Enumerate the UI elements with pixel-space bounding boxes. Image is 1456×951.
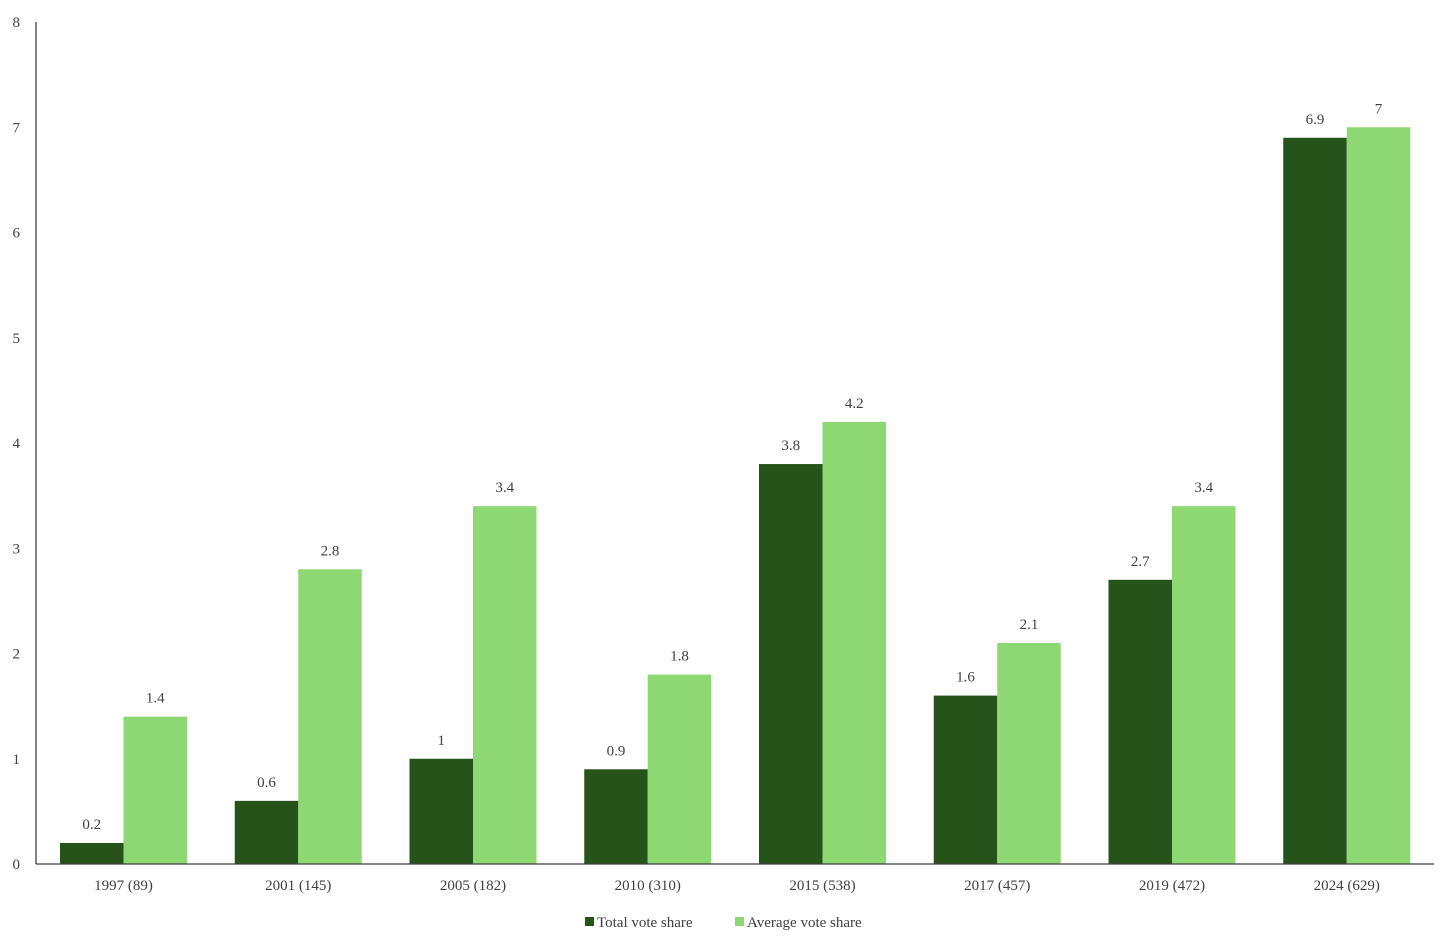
bar-average-6 xyxy=(1172,506,1236,864)
bar-total-4 xyxy=(759,464,823,864)
data-label: 7 xyxy=(1375,101,1383,117)
data-label: 2.7 xyxy=(1131,554,1150,570)
bar-total-2 xyxy=(409,758,473,864)
bar-average-7 xyxy=(1346,127,1411,864)
y-tick-label: 4 xyxy=(13,436,21,452)
y-tick-label: 6 xyxy=(13,226,21,242)
data-label: 1 xyxy=(438,733,446,749)
x-tick-label: 2017 (457) xyxy=(964,878,1030,894)
legend-label: Average vote share xyxy=(747,915,862,931)
bar-average-5 xyxy=(997,642,1061,864)
y-tick-label: 3 xyxy=(13,541,21,557)
legend-swatch xyxy=(735,917,744,926)
bar-total-6 xyxy=(1108,579,1172,864)
data-label: 4.2 xyxy=(845,396,864,412)
data-label: 0.6 xyxy=(257,775,276,791)
y-tick-label: 8 xyxy=(13,15,21,31)
x-axis-ticks: 1997 (89) 2001 (145) 2005 (182) 2010 (310) 2… xyxy=(94,878,1380,894)
data-label: 0.9 xyxy=(607,743,626,759)
data-label: 1.4 xyxy=(146,691,165,707)
data-label: 0.2 xyxy=(82,817,101,833)
bar-average-4 xyxy=(822,421,886,864)
bars xyxy=(60,127,1411,864)
y-tick-label: 5 xyxy=(13,331,21,347)
y-tick-label: 0 xyxy=(13,857,21,873)
data-label: 3.4 xyxy=(1194,480,1213,496)
bar-total-5 xyxy=(933,695,998,864)
bar-total-0 xyxy=(60,842,124,864)
bar-total-7 xyxy=(1283,137,1347,864)
x-tick-label: 2001 (145) xyxy=(265,878,331,894)
y-tick-label: 2 xyxy=(13,647,21,663)
data-label: 6.9 xyxy=(1306,112,1325,128)
data-label: 1.8 xyxy=(670,649,689,665)
legend: Total vote share Average vote share xyxy=(585,915,862,931)
bar-average-1 xyxy=(298,569,362,864)
y-tick-label: 7 xyxy=(13,120,21,136)
legend-label: Total vote share xyxy=(597,915,693,931)
x-tick-label: 1997 (89) xyxy=(94,878,153,894)
data-label: 3.8 xyxy=(781,438,800,454)
x-tick-label: 2019 (472) xyxy=(1139,878,1205,894)
bar-total-1 xyxy=(234,800,299,864)
data-label: 3.4 xyxy=(495,480,514,496)
data-label: 2.8 xyxy=(321,543,340,559)
bar-average-0 xyxy=(123,716,187,864)
data-labels: 0.2 1.4 0.6 2.8 1 3.4 0.9 1.8 3.8 4.2 1.6 2.1 2.7 3.4… xyxy=(82,101,1382,833)
bar-average-2 xyxy=(473,506,537,864)
x-tick-label: 2010 (310) xyxy=(615,878,681,894)
y-tick-label: 1 xyxy=(13,752,21,768)
legend-swatch xyxy=(585,917,594,926)
x-tick-label: 2005 (182) xyxy=(440,878,506,894)
x-tick-label: 2015 (538) xyxy=(789,878,855,894)
y-axis-ticks: 0 1 2 3 4 5 6 7 8 xyxy=(13,15,21,873)
data-label: 2.1 xyxy=(1020,617,1039,633)
bar-total-3 xyxy=(584,769,648,864)
bar-average-3 xyxy=(647,674,712,864)
data-label: 1.6 xyxy=(956,670,975,686)
x-tick-label: 2024 (629) xyxy=(1314,878,1380,894)
